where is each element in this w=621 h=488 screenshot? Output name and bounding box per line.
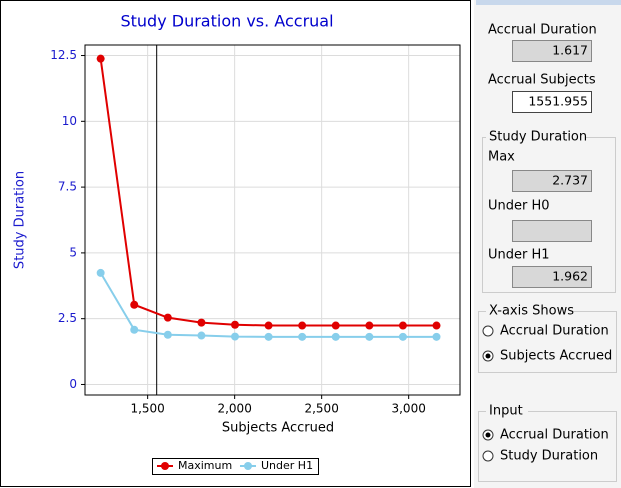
chart-title: Study Duration vs. Accrual: [120, 12, 333, 31]
radio-button[interactable]: [482, 325, 494, 337]
input-field[interactable]: [512, 91, 592, 113]
field-label: Under H0: [488, 199, 550, 214]
readonly-field: [512, 170, 592, 192]
field-value: 1551.955: [528, 94, 588, 109]
legend-label: Maximum: [178, 459, 232, 472]
field-label: Accrual Subjects: [488, 73, 596, 88]
radio-label[interactable]: Accrual Duration: [500, 324, 609, 339]
group-title-bg: [486, 304, 572, 318]
group-box: [478, 411, 617, 482]
data-point: [163, 330, 172, 339]
legend-swatch: [244, 462, 252, 470]
x-tick-label: 1,500: [130, 402, 164, 416]
data-point: [231, 332, 239, 341]
y-tick-label: 12.5: [50, 48, 77, 62]
data-point: [398, 321, 407, 330]
field-label: Under H1: [488, 248, 550, 263]
data-point: [96, 268, 105, 277]
radio-label[interactable]: Study Duration: [500, 449, 598, 464]
readonly-field: [512, 266, 592, 288]
data-point: [264, 332, 273, 341]
chart-frame: [0, 0, 471, 487]
x-tick-label: 2,500: [304, 402, 338, 416]
group-title: Input: [489, 404, 523, 419]
y-tick-label: 10: [62, 114, 77, 128]
legend: [152, 458, 319, 475]
radio-button[interactable]: [482, 450, 494, 462]
readonly-field: [512, 40, 592, 62]
field-label: Max: [488, 150, 515, 165]
field-value: 2.737: [552, 173, 588, 188]
y-tick-label: 2.5: [58, 311, 77, 325]
data-point: [130, 300, 139, 309]
data-point: [264, 321, 273, 330]
radio-label[interactable]: Subjects Accrued: [500, 349, 612, 364]
data-point: [163, 313, 172, 322]
data-point: [398, 332, 407, 341]
radio-label[interactable]: Accrual Duration: [500, 428, 609, 443]
data-point: [298, 321, 307, 330]
data-point: [130, 325, 139, 334]
data-point: [96, 54, 105, 63]
y-tick-label: 0: [69, 377, 77, 391]
radio-dot: [485, 353, 491, 359]
x-tick-label: 3,000: [391, 402, 425, 416]
legend-swatch: [161, 462, 169, 470]
field-label: Accrual Duration: [488, 23, 597, 38]
data-point: [432, 332, 441, 341]
data-point: [298, 332, 307, 341]
legend-label: Under H1: [261, 459, 313, 472]
group-title-bg: [486, 404, 528, 418]
group-title: Study Duration: [489, 130, 587, 145]
y-tick-label: 7.5: [58, 180, 77, 194]
y-tick-label: 5: [69, 245, 77, 259]
panel-header: [476, 0, 621, 5]
data-point: [365, 332, 374, 341]
data-point: [331, 332, 340, 341]
data-point: [231, 320, 239, 329]
group-title: X-axis Shows: [489, 304, 574, 319]
radio-dot: [485, 432, 491, 438]
plot-frame: [84, 44, 461, 396]
group-title-bg: [486, 130, 586, 144]
field-value: 1.617: [552, 43, 588, 58]
data-point: [432, 321, 441, 330]
y-axis-label: Study Duration: [13, 171, 28, 269]
x-tick-label: 2,000: [217, 402, 251, 416]
data-point: [197, 331, 206, 340]
data-point: [197, 318, 206, 327]
x-axis-label: Subjects Accrued: [222, 421, 334, 436]
data-point: [365, 321, 374, 330]
data-point: [331, 321, 340, 330]
readonly-field: [512, 220, 592, 242]
field-value: 1.962: [552, 269, 588, 284]
